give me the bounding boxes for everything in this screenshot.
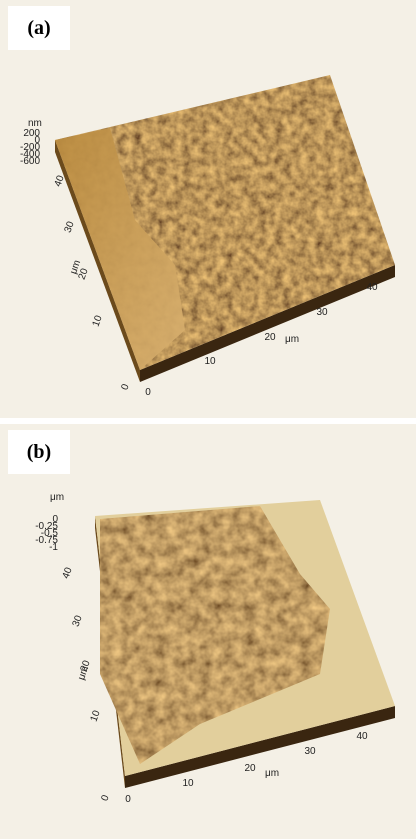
z-tick-label: -1 [49,542,58,553]
x-tick-label: 0 [145,387,151,398]
y-tick-label: 30 [63,220,77,235]
surface-plot: μm0-0.25-0.5-0.75-1403020100μm010203040μ… [0,424,416,839]
x-axis-label: μm [265,768,279,779]
z-unit: μm [50,492,64,503]
y-tick-label: 0 [100,793,112,802]
x-tick-label: 0 [125,794,131,805]
z-tick-label: -600 [20,156,40,167]
x-tick-label: 20 [264,332,276,343]
y-tick-label: 10 [89,709,103,724]
x-tick-label: 40 [366,282,378,293]
y-tick-label: 0 [120,382,132,391]
x-tick-label: 30 [316,307,328,318]
x-tick-label: 30 [304,746,316,757]
x-tick-label: 20 [244,763,256,774]
x-axis-label: μm [285,334,299,345]
x-tick-label: 10 [182,778,194,789]
x-tick-label: 10 [204,356,216,367]
y-tick-label: 30 [71,614,85,629]
page: {"panels": [ {"label": "(a)", "z_unit": … [0,0,419,839]
y-tick-label: 10 [91,314,105,329]
y-tick-label: 40 [61,566,75,581]
x-tick-label: 40 [356,731,368,742]
